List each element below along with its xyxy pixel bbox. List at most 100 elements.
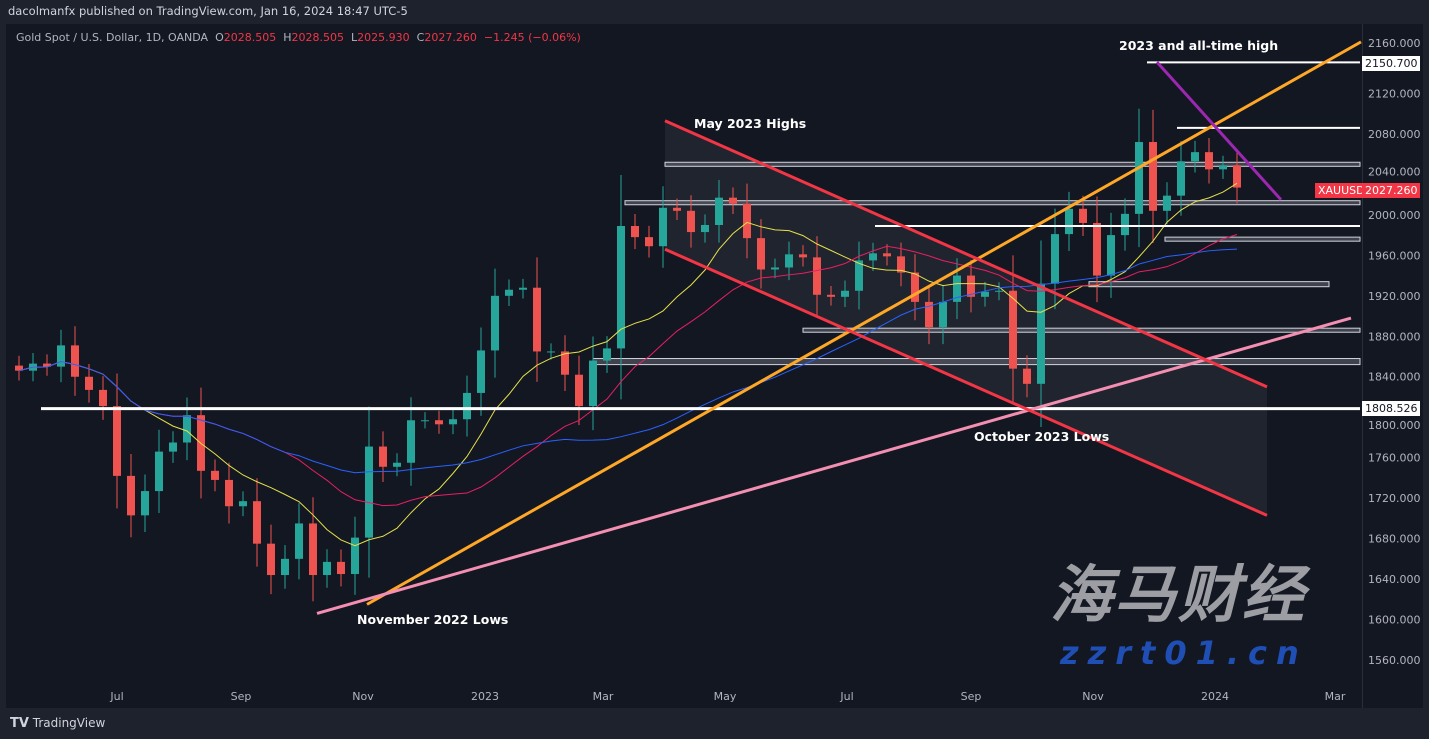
channel-fill [665,120,1267,516]
candle-body [533,287,541,352]
candle-body [141,491,149,516]
candle-body [715,197,723,225]
price-tick: 2120.000 [1368,87,1421,100]
price-tick: 1640.000 [1368,573,1421,586]
price-axis[interactable] [1362,24,1423,708]
candle-body [575,374,583,407]
price-tick: 2160.000 [1368,37,1421,50]
annotation-ath: 2023 and all-time high [1119,38,1279,53]
brand-name: TradingView [32,716,106,730]
candle-body [617,226,625,349]
support-resistance-zone [1088,281,1330,288]
candle-body [1037,283,1045,384]
candle-body [967,275,975,297]
candle-body [1065,208,1073,235]
candle-body [477,350,485,393]
candle-body [239,501,247,507]
time-tick: Sep [231,690,252,703]
candle-body [15,365,23,371]
time-tick: Sep [961,690,982,703]
candle-body [1093,222,1101,276]
candle-body [435,420,443,425]
candle-body [841,290,849,297]
candle-body [1219,165,1227,170]
level-tag-1808: 1808.526 [1362,401,1420,416]
candle-body [1135,142,1143,214]
candle-body [995,290,1003,292]
support-resistance-zone [664,161,1361,167]
symbol-name: Gold Spot / U.S. Dollar, 1D, OANDA [16,31,209,44]
candle-body [1009,290,1017,369]
candle-body [99,389,107,407]
candle-body [1163,195,1171,211]
candle-body [365,446,373,538]
price-tick: 1720.000 [1368,492,1421,505]
candle-body [379,446,387,467]
candle-body [407,420,415,463]
candle-body [1177,161,1185,196]
candle-body [1149,142,1157,211]
candle-body [981,291,989,297]
time-tick: Nov [352,690,374,703]
candle-body [323,561,331,576]
candle-body [393,462,401,467]
price-tick: 1880.000 [1368,330,1421,343]
high-label: H [283,31,292,44]
candle-body [505,289,513,296]
candle-body [813,257,821,295]
channel-upper-trendline [664,119,1268,389]
channel-lower-trendline [664,247,1268,517]
time-tick: Mar [593,690,614,703]
candle-body [673,207,681,211]
symbol-price-tag: XAUUSD [1315,183,1368,198]
open-label: O [215,31,224,44]
time-tick: Jul [839,690,853,703]
price-tick: 1680.000 [1368,533,1421,546]
high-value: 2028.505 [291,31,345,44]
candle-body [953,275,961,302]
price-chart[interactable]: 2160.000 2120.000 2080.000 2040.000 2000.000… [0,0,1429,712]
candle-body [1107,235,1115,276]
time-tick: Nov [1082,690,1104,703]
candle-body [1051,234,1059,284]
candle-body [925,301,933,328]
candle-body [253,501,261,544]
tradingview-logo[interactable]: 𝗧𝗩 TradingView [10,716,106,731]
watermark-url: zzrt01.cn [1060,634,1308,672]
candle-body [1023,368,1031,384]
uptrend-trendline [366,40,1362,606]
open-value: 2028.505 [223,31,277,44]
candle-body [547,351,555,353]
candle-body [113,406,121,476]
ma-50-line [18,182,1238,547]
candle-body [561,351,569,375]
candle-body [183,415,191,443]
time-tick: May [714,690,737,703]
candle-body [267,543,275,576]
time-tick: Jul [109,690,123,703]
low-label: L [351,31,358,44]
support-resistance-zone [802,327,1361,333]
candle-body [589,360,597,407]
candle-body [281,558,289,576]
change-value: −1.245 (−0.06%) [483,31,581,44]
candle-body [519,287,527,290]
chart-pane[interactable] [6,24,1362,708]
candle-body [85,376,93,390]
time-tick: 2023 [471,690,499,703]
candle-body [701,224,709,233]
candle-body [225,479,233,507]
support-resistance-zone [592,358,1361,366]
candle-body [1233,165,1241,188]
candle-body [883,253,891,257]
price-tick: 2040.000 [1368,165,1421,178]
price-tick: 1760.000 [1368,452,1421,465]
candle-body [687,210,695,233]
time-tick: 2024 [1201,690,1229,703]
candle-body [155,451,163,492]
candle-body [911,272,919,302]
candle-body [337,561,345,575]
candle-body [1205,152,1213,170]
symbol-legend: Gold Spot / U.S. Dollar, 1D, OANDA O2028… [16,31,581,44]
annotation-oct-lows: October 2023 Lows [974,429,1110,444]
